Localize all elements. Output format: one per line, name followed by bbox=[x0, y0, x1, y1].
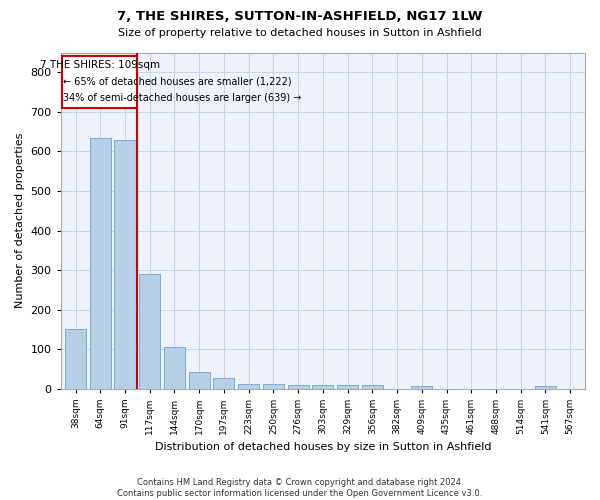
Text: Contains HM Land Registry data © Crown copyright and database right 2024.
Contai: Contains HM Land Registry data © Crown c… bbox=[118, 478, 482, 498]
Bar bbox=[188, 372, 210, 389]
Bar bbox=[411, 386, 432, 389]
Bar bbox=[313, 385, 334, 389]
Bar bbox=[164, 347, 185, 389]
Bar bbox=[214, 378, 235, 389]
Bar bbox=[90, 138, 111, 389]
X-axis label: Distribution of detached houses by size in Sutton in Ashfield: Distribution of detached houses by size … bbox=[155, 442, 491, 452]
Text: Size of property relative to detached houses in Sutton in Ashfield: Size of property relative to detached ho… bbox=[118, 28, 482, 38]
Bar bbox=[263, 384, 284, 389]
Text: 7, THE SHIRES, SUTTON-IN-ASHFIELD, NG17 1LW: 7, THE SHIRES, SUTTON-IN-ASHFIELD, NG17 … bbox=[118, 10, 482, 23]
Bar bbox=[535, 386, 556, 389]
Bar bbox=[62, 56, 137, 108]
Bar bbox=[362, 385, 383, 389]
Bar bbox=[139, 274, 160, 389]
Text: ← 65% of detached houses are smaller (1,222): ← 65% of detached houses are smaller (1,… bbox=[63, 76, 292, 86]
Bar bbox=[238, 384, 259, 389]
Bar bbox=[65, 330, 86, 389]
Text: 34% of semi-detached houses are larger (639) →: 34% of semi-detached houses are larger (… bbox=[63, 92, 302, 102]
Text: 7 THE SHIRES: 109sqm: 7 THE SHIRES: 109sqm bbox=[40, 60, 160, 70]
Y-axis label: Number of detached properties: Number of detached properties bbox=[15, 133, 25, 308]
Bar bbox=[337, 385, 358, 389]
Bar bbox=[115, 140, 136, 389]
Bar bbox=[287, 385, 308, 389]
